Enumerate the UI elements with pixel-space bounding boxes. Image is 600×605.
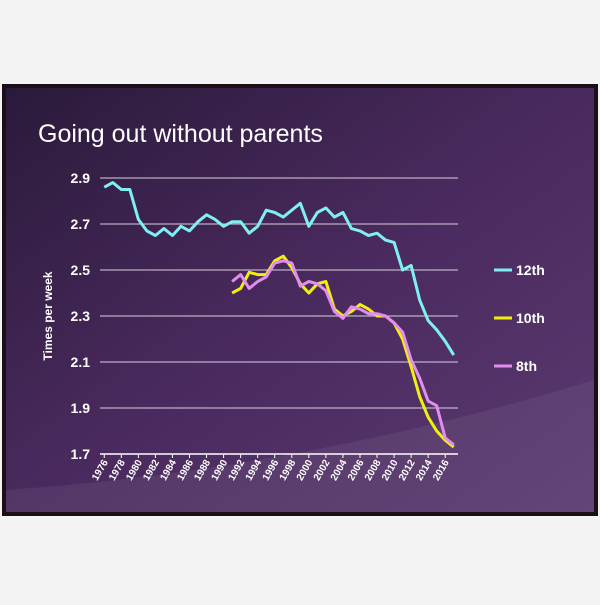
series-line [231,259,455,446]
series-line [103,181,456,356]
y-tick-label: 2.5 [71,262,91,278]
legend-label: 10th [516,310,545,326]
y-axis-label: Times per week [41,271,55,360]
y-tick-label: 1.9 [71,400,91,416]
y-tick-label: 2.1 [71,354,91,370]
legend-label: 8th [516,358,537,374]
slide [6,88,594,512]
y-tick-label: 1.7 [71,446,91,462]
y-tick-label: 2.7 [71,216,91,232]
decoration [6,380,594,512]
y-tick-label: 2.3 [71,308,91,324]
chart-title: Going out without parents [38,120,323,148]
y-tick-label: 2.9 [71,170,91,186]
legend-label: 12th [516,262,545,278]
